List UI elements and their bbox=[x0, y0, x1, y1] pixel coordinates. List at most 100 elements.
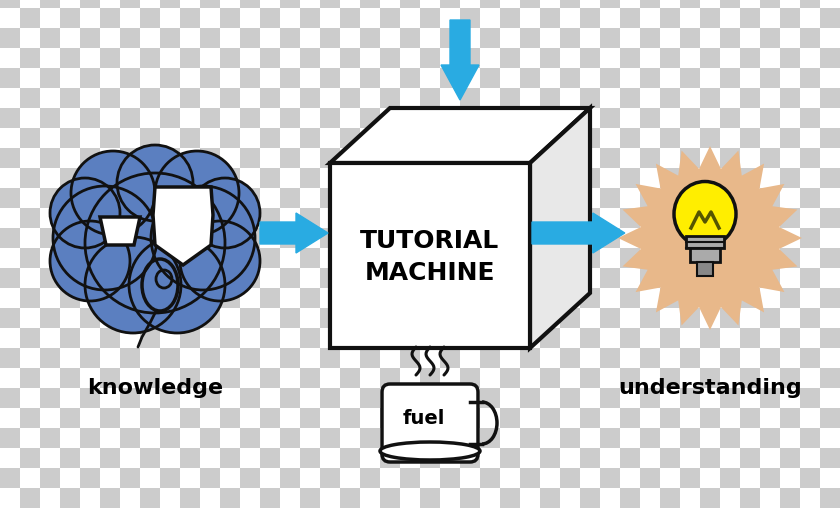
Bar bbox=[640, 468, 660, 488]
Bar bbox=[440, 428, 460, 448]
Bar bbox=[360, 288, 380, 308]
Bar bbox=[420, 128, 440, 148]
Bar bbox=[60, 388, 80, 408]
Bar bbox=[640, 228, 660, 248]
Bar bbox=[120, 88, 140, 108]
Bar bbox=[200, 368, 220, 388]
Bar bbox=[640, 408, 660, 428]
Bar bbox=[600, 148, 620, 168]
Bar bbox=[100, 288, 120, 308]
Bar bbox=[560, 428, 580, 448]
Bar bbox=[600, 388, 620, 408]
Bar bbox=[540, 48, 560, 68]
Bar bbox=[380, 208, 400, 228]
Bar bbox=[20, 68, 40, 88]
Bar bbox=[480, 8, 500, 28]
Bar bbox=[40, 168, 60, 188]
Bar bbox=[700, 0, 720, 8]
Bar bbox=[580, 168, 600, 188]
Bar bbox=[420, 448, 440, 468]
Bar bbox=[40, 48, 60, 68]
Bar bbox=[0, 128, 20, 148]
Bar bbox=[660, 0, 680, 8]
Text: MACHINE: MACHINE bbox=[365, 262, 496, 285]
Bar bbox=[60, 0, 80, 8]
Bar bbox=[520, 128, 540, 148]
Bar bbox=[80, 428, 100, 448]
Bar bbox=[260, 68, 280, 88]
Bar bbox=[320, 168, 340, 188]
Bar bbox=[40, 308, 60, 328]
Bar bbox=[220, 108, 240, 128]
Bar bbox=[20, 488, 40, 508]
Bar bbox=[600, 228, 620, 248]
Bar bbox=[400, 168, 420, 188]
Bar bbox=[320, 388, 340, 408]
Bar bbox=[520, 188, 540, 208]
Bar bbox=[320, 248, 340, 268]
Bar bbox=[300, 428, 320, 448]
Bar bbox=[300, 288, 320, 308]
Bar bbox=[440, 228, 460, 248]
Bar bbox=[460, 248, 480, 268]
Bar bbox=[340, 248, 360, 268]
Bar bbox=[320, 188, 340, 208]
Bar bbox=[560, 168, 580, 188]
Bar bbox=[280, 28, 300, 48]
Bar bbox=[460, 428, 480, 448]
Bar bbox=[340, 448, 360, 468]
Bar bbox=[500, 188, 520, 208]
Bar bbox=[20, 428, 40, 448]
Bar bbox=[140, 408, 160, 428]
Bar bbox=[160, 408, 180, 428]
Bar bbox=[720, 228, 740, 248]
Bar bbox=[800, 388, 820, 408]
Bar bbox=[460, 348, 480, 368]
Bar bbox=[720, 248, 740, 268]
Bar bbox=[340, 88, 360, 108]
Bar bbox=[740, 208, 760, 228]
Bar bbox=[560, 348, 580, 368]
Bar bbox=[280, 468, 300, 488]
Ellipse shape bbox=[674, 181, 736, 246]
Bar bbox=[280, 88, 300, 108]
Bar bbox=[780, 0, 800, 8]
Bar bbox=[80, 468, 100, 488]
Bar bbox=[740, 0, 760, 8]
Bar bbox=[120, 248, 140, 268]
Bar bbox=[320, 8, 340, 28]
Bar bbox=[180, 468, 200, 488]
Bar bbox=[720, 308, 740, 328]
Bar bbox=[0, 408, 20, 428]
Bar bbox=[260, 148, 280, 168]
Bar bbox=[700, 388, 720, 408]
Bar bbox=[640, 288, 660, 308]
Bar bbox=[60, 48, 80, 68]
Bar bbox=[100, 168, 120, 188]
Bar bbox=[580, 488, 600, 508]
Bar bbox=[340, 68, 360, 88]
Bar bbox=[60, 268, 80, 288]
Bar bbox=[620, 468, 640, 488]
Bar bbox=[760, 108, 780, 128]
Bar bbox=[680, 408, 700, 428]
Bar bbox=[300, 48, 320, 68]
Bar bbox=[400, 288, 420, 308]
Bar bbox=[620, 208, 640, 228]
Bar bbox=[440, 308, 460, 328]
Bar bbox=[820, 448, 840, 468]
Bar bbox=[40, 328, 60, 348]
Bar bbox=[420, 228, 440, 248]
Bar bbox=[360, 228, 380, 248]
Bar bbox=[200, 468, 220, 488]
Bar bbox=[560, 288, 580, 308]
Bar bbox=[780, 108, 800, 128]
Bar bbox=[120, 188, 140, 208]
Bar bbox=[560, 228, 580, 248]
Bar bbox=[220, 428, 240, 448]
Bar bbox=[680, 188, 700, 208]
Bar bbox=[540, 88, 560, 108]
Bar bbox=[780, 228, 800, 248]
Bar bbox=[260, 308, 280, 328]
Bar bbox=[680, 148, 700, 168]
